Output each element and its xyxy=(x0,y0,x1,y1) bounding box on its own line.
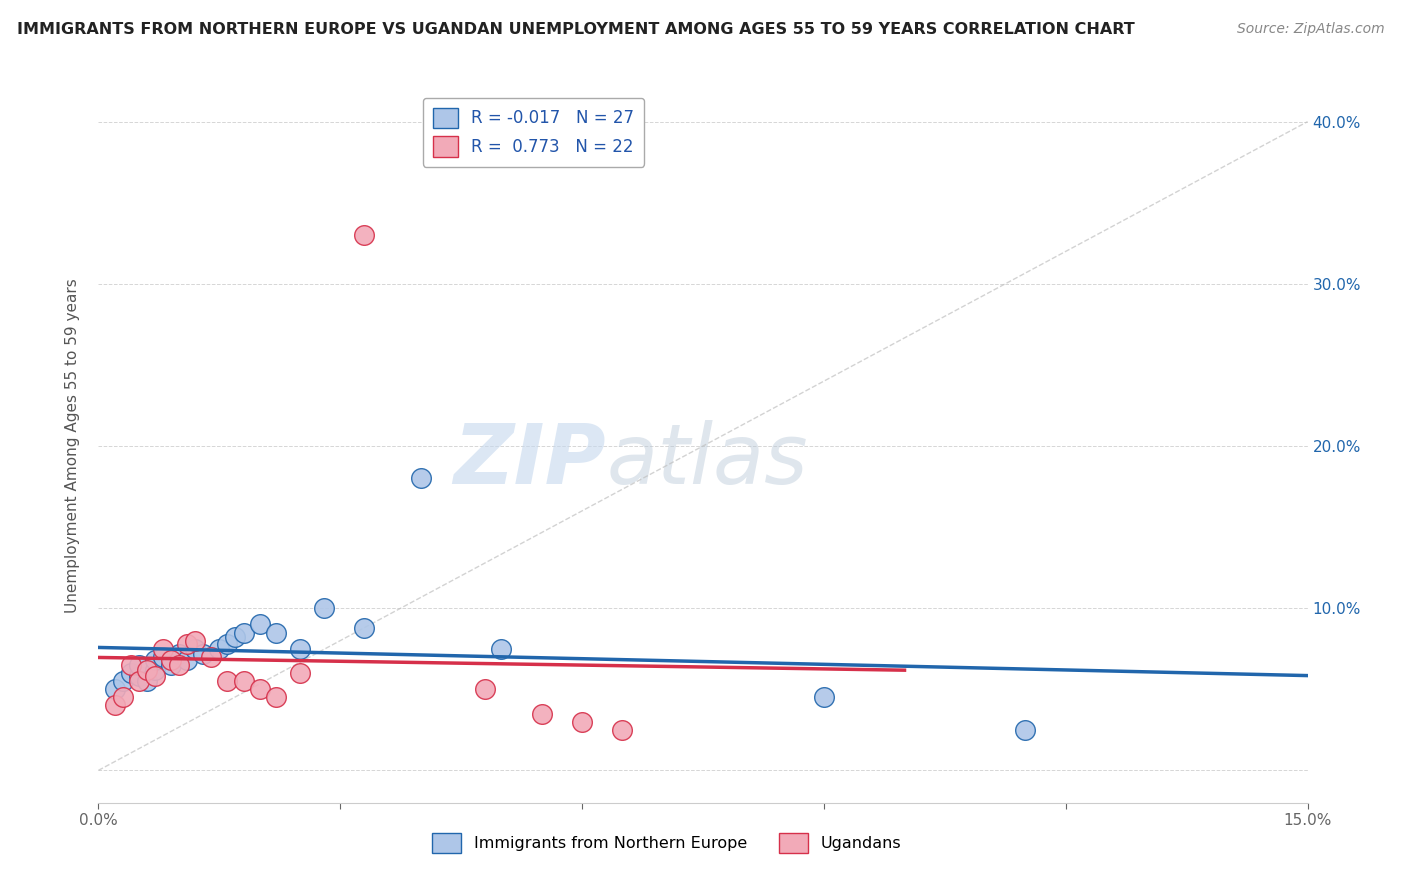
Point xyxy=(160,653,183,667)
Point xyxy=(176,637,198,651)
Text: ZIP: ZIP xyxy=(454,420,606,500)
Point xyxy=(217,674,239,689)
Point xyxy=(530,706,553,721)
Point xyxy=(353,228,375,243)
Point xyxy=(232,625,254,640)
Point xyxy=(208,641,231,656)
Point xyxy=(135,663,157,677)
Point xyxy=(176,653,198,667)
Text: atlas: atlas xyxy=(606,420,808,500)
Point xyxy=(571,714,593,729)
Text: Source: ZipAtlas.com: Source: ZipAtlas.com xyxy=(1237,22,1385,37)
Point xyxy=(111,690,134,705)
Point xyxy=(128,674,150,689)
Point xyxy=(813,690,835,705)
Point xyxy=(193,647,215,661)
Point xyxy=(103,698,125,713)
Point xyxy=(128,669,150,683)
Legend: Immigrants from Northern Europe, Ugandans: Immigrants from Northern Europe, Ugandan… xyxy=(426,827,907,859)
Point xyxy=(152,641,174,656)
Point xyxy=(160,657,183,672)
Point xyxy=(111,674,134,689)
Point xyxy=(409,471,432,485)
Point xyxy=(1014,723,1036,737)
Point xyxy=(353,621,375,635)
Point xyxy=(143,663,166,677)
Point xyxy=(120,657,142,672)
Text: IMMIGRANTS FROM NORTHERN EUROPE VS UGANDAN UNEMPLOYMENT AMONG AGES 55 TO 59 YEAR: IMMIGRANTS FROM NORTHERN EUROPE VS UGAND… xyxy=(17,22,1135,37)
Point xyxy=(217,637,239,651)
Point xyxy=(184,641,207,656)
Y-axis label: Unemployment Among Ages 55 to 59 years: Unemployment Among Ages 55 to 59 years xyxy=(65,278,80,614)
Point xyxy=(143,669,166,683)
Point xyxy=(288,641,311,656)
Point xyxy=(249,682,271,697)
Point xyxy=(167,647,190,661)
Point xyxy=(200,649,222,664)
Point xyxy=(184,633,207,648)
Point xyxy=(167,657,190,672)
Point xyxy=(143,653,166,667)
Point xyxy=(264,625,287,640)
Point xyxy=(612,723,634,737)
Point xyxy=(314,601,336,615)
Point xyxy=(288,666,311,681)
Point xyxy=(264,690,287,705)
Point xyxy=(232,674,254,689)
Point xyxy=(224,631,246,645)
Point xyxy=(135,674,157,689)
Point xyxy=(152,649,174,664)
Point xyxy=(128,657,150,672)
Point xyxy=(120,666,142,681)
Point xyxy=(474,682,496,697)
Point xyxy=(491,641,513,656)
Point xyxy=(249,617,271,632)
Point xyxy=(103,682,125,697)
